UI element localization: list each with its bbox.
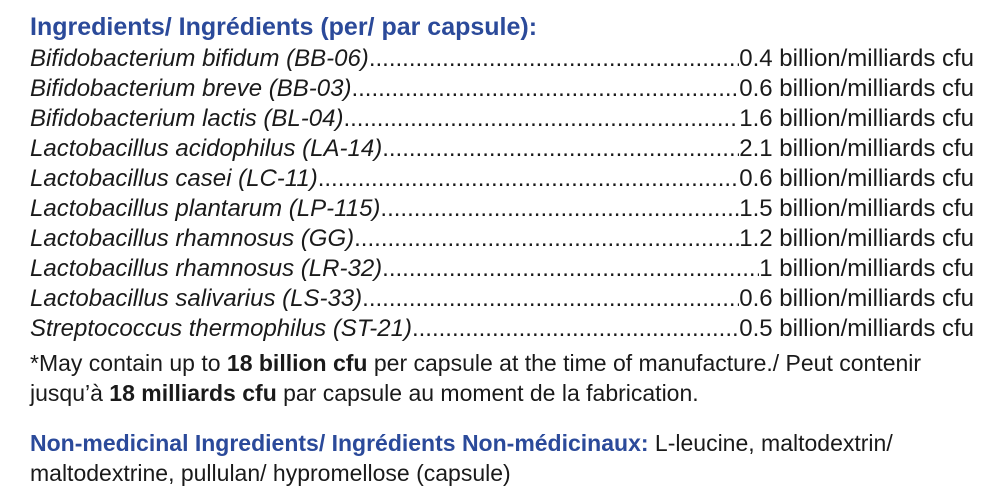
dot-leader — [351, 74, 739, 104]
ingredient-amount: 0.5 billion/milliards cfu — [739, 315, 974, 342]
non-medicinal-text: L-leucine, maltodextrin/ maltodextrine, … — [30, 430, 893, 486]
ingredient-row: Bifidobacterium lactis (BL-04) 1.6 billi… — [30, 104, 974, 134]
note-text: per capsule at the time of manufacture./… — [30, 350, 922, 406]
ingredient-name: Bifidobacterium breve (BB-03) — [30, 75, 352, 102]
dot-leader — [362, 284, 739, 314]
ingredient-row: Bifidobacterium bifidum (BB-06) 0.4 bill… — [30, 44, 974, 74]
note-text: *May contain up to — [30, 350, 227, 376]
ingredient-row: Lactobacillus salivarius (LS-33) 0.6 bil… — [30, 284, 974, 314]
note-text: par capsule au moment de la fabrication. — [276, 380, 699, 406]
dot-leader — [380, 194, 739, 224]
ingredients-heading: Ingredients/ Ingrédients (per/ par capsu… — [30, 13, 538, 41]
ingredient-amount: 1.5 billion/milliards cfu — [739, 195, 974, 222]
ingredient-name: Lactobacillus plantarum (LP-115) — [30, 195, 381, 222]
ingredient-name: Streptococcus thermophilus (ST-21) — [30, 315, 412, 342]
ingredient-amount: 0.6 billion/milliards cfu — [739, 75, 974, 102]
dot-leader — [382, 134, 739, 164]
ingredient-row: Lactobacillus plantarum (LP-115) 1.5 bil… — [30, 194, 974, 224]
dot-leader — [382, 254, 759, 284]
ingredient-row: Lactobacillus rhamnosus (LR-32) 1 billio… — [30, 254, 974, 284]
note-bold-billion: 18 billion cfu — [226, 350, 368, 376]
non-medicinal-ingredients: Non-medicinal Ingredients/ Ingrédients N… — [30, 428, 974, 488]
ingredient-amount: 2.1 billion/milliards cfu — [739, 135, 974, 162]
ingredient-name: Lactobacillus rhamnosus (LR-32) — [30, 255, 383, 282]
ingredient-row: Bifidobacterium breve (BB-03) 0.6 billio… — [30, 74, 974, 104]
ingredient-name: Lactobacillus rhamnosus (GG) — [30, 225, 355, 252]
ingredient-row: Lactobacillus acidophilus (LA-14) 2.1 bi… — [30, 134, 974, 164]
ingredient-name: Lactobacillus casei (LC-11) — [30, 165, 318, 192]
dot-leader — [318, 164, 740, 194]
ingredient-row: Lactobacillus rhamnosus (GG) 1.2 billion… — [30, 224, 974, 254]
dot-leader — [354, 224, 739, 254]
non-medicinal-label: Non-medicinal Ingredients/ Ingrédients N… — [30, 430, 649, 456]
ingredient-amount: 0.6 billion/milliards cfu — [739, 165, 974, 192]
ingredient-row: Lactobacillus casei (LC-11) 0.6 billion/… — [30, 164, 974, 194]
ingredient-amount: 1.6 billion/milliards cfu — [739, 105, 974, 132]
cfu-note: *May contain up to 18 billion cfu per ca… — [30, 348, 974, 408]
ingredient-amount: 0.4 billion/milliards cfu — [739, 45, 974, 72]
dot-leader — [412, 314, 739, 344]
ingredients-panel: Ingredients/ Ingrédients (per/ par capsu… — [30, 12, 974, 488]
ingredient-amount: 1.2 billion/milliards cfu — [739, 225, 974, 252]
ingredient-row: Streptococcus thermophilus (ST-21) 0.5 b… — [30, 314, 974, 344]
ingredient-amount: 1 billion/milliards cfu — [759, 255, 974, 282]
ingredient-name: Bifidobacterium bifidum (BB-06) — [30, 45, 369, 72]
dot-leader — [369, 44, 739, 74]
ingredient-amount: 0.6 billion/milliards cfu — [739, 285, 974, 312]
ingredient-name: Lactobacillus salivarius (LS-33) — [30, 285, 363, 312]
ingredient-name: Bifidobacterium lactis (BL-04) — [30, 105, 344, 132]
dot-leader — [343, 104, 739, 134]
ingredient-name: Lactobacillus acidophilus (LA-14) — [30, 135, 383, 162]
note-bold-milliards: 18 milliards cfu — [109, 380, 277, 406]
